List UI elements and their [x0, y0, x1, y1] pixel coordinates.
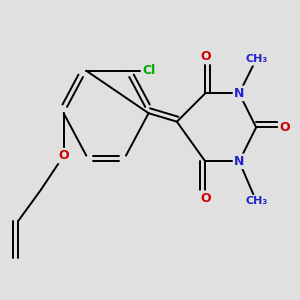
Text: O: O	[200, 192, 211, 205]
Text: CH₃: CH₃	[245, 54, 267, 64]
Text: N: N	[234, 87, 244, 100]
Text: O: O	[58, 149, 69, 162]
Text: CH₃: CH₃	[245, 196, 267, 206]
Text: O: O	[279, 121, 290, 134]
Text: Cl: Cl	[142, 64, 155, 77]
Text: N: N	[234, 155, 244, 168]
Text: O: O	[200, 50, 211, 63]
